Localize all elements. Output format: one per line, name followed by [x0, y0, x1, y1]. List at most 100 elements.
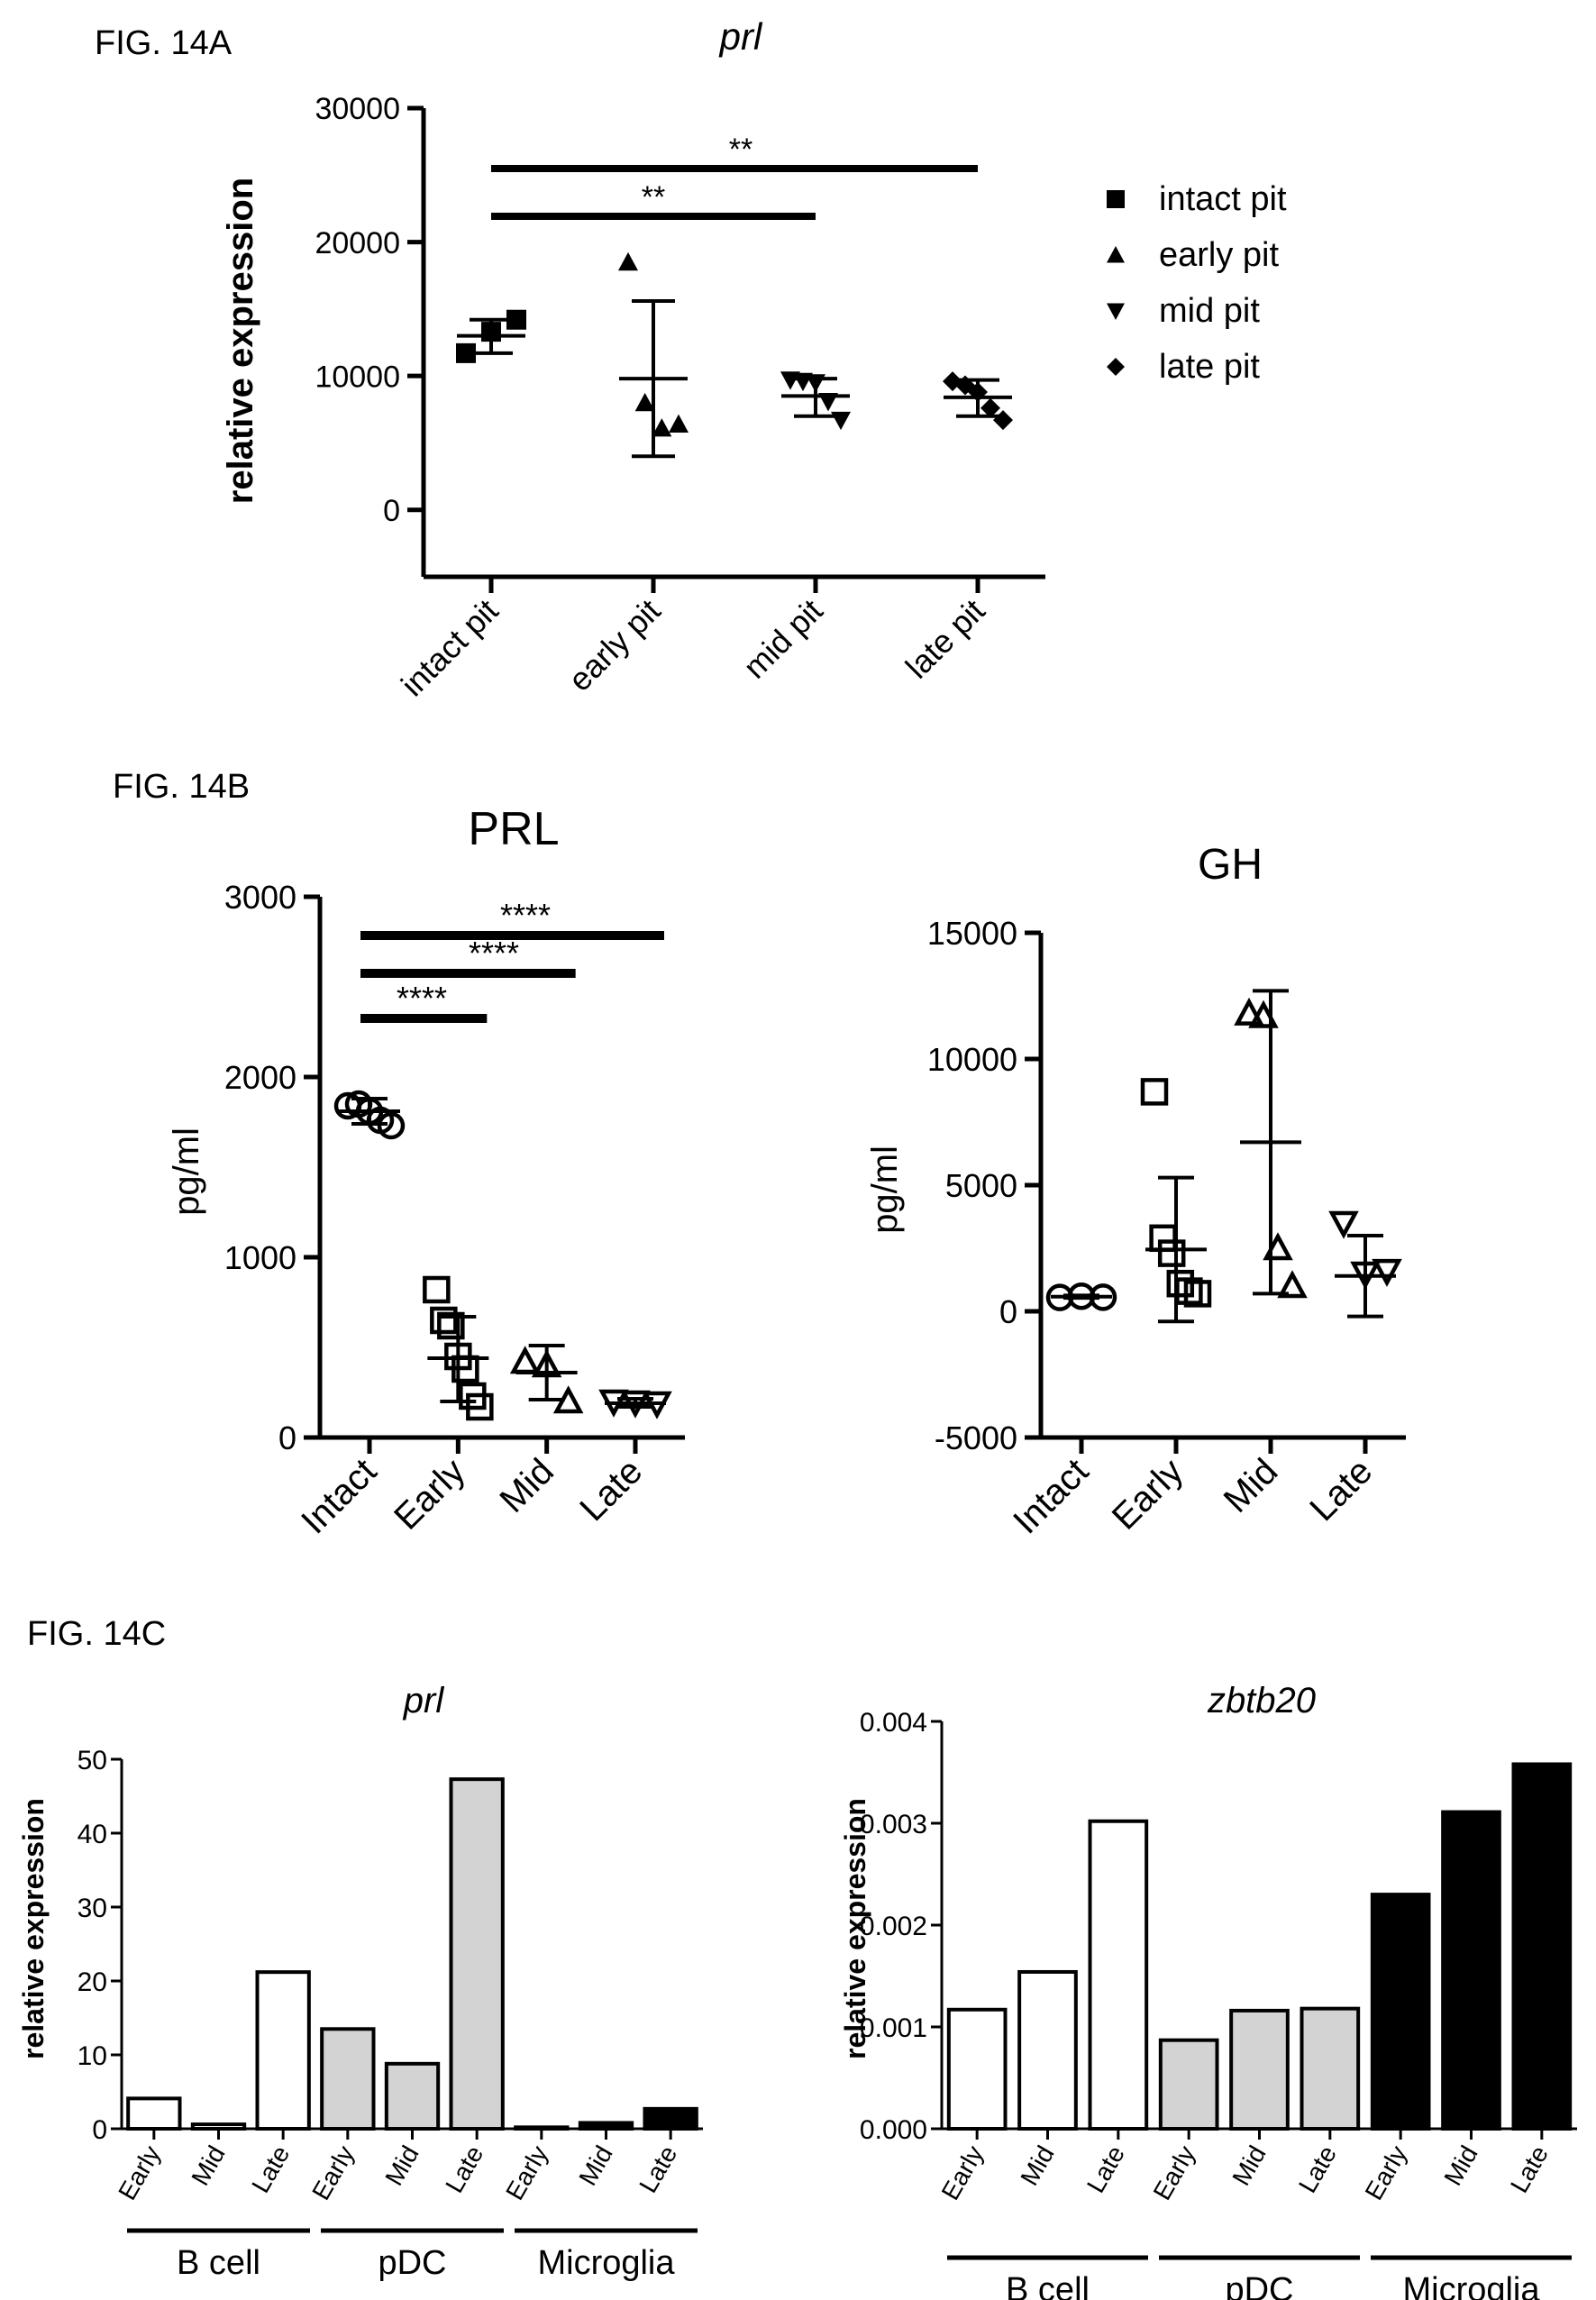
series-early [423, 1275, 494, 1421]
series-mid [1234, 989, 1308, 1299]
y-tick-label: 3000 [224, 879, 296, 916]
y-tick-label: 20 [78, 1967, 107, 1997]
data-point [618, 251, 638, 271]
data-point [634, 392, 655, 412]
x-tick-label: intact pit [394, 592, 506, 704]
series-late [598, 1389, 672, 1419]
data-point [506, 309, 526, 330]
chart-title: GH [1198, 841, 1263, 889]
x-tick-label: Late [246, 2141, 295, 2198]
bar [514, 2125, 570, 2131]
data-point [652, 418, 672, 437]
x-tick-label: early pit [561, 592, 668, 698]
x-tick-label: Early [500, 2141, 553, 2205]
chart-title: prl [403, 1681, 445, 1720]
x-tick-label: Late [572, 1451, 650, 1529]
y-tick-label: 0 [383, 494, 400, 528]
y-tick-label: 20000 [315, 226, 400, 260]
group-label: Microglia [1402, 2271, 1540, 2300]
y-axis-label: relative expression [221, 178, 260, 504]
y-axis-label: pg/ml [865, 1145, 905, 1234]
bar [190, 2122, 247, 2131]
chart-fig-14a: prl relative expression 0 10000 20000 30000… [221, 15, 1287, 703]
x-tick-label: Late [1302, 1451, 1380, 1529]
y-tick-label: 0.004 [860, 1708, 927, 1738]
chart-fig-14b-gh: GH pg/ml -5000 0 5000 10000 15000 Intact Early… [865, 841, 1406, 1542]
significance-label: **** [397, 980, 447, 1017]
chart-title: PRL [468, 803, 559, 855]
data-point [456, 342, 476, 363]
group-label: pDC [378, 2244, 446, 2282]
bar [126, 2096, 182, 2131]
group-label: pDC [1225, 2271, 1293, 2300]
series-early-pit [618, 251, 689, 459]
bar [1511, 1762, 1573, 2131]
y-tick-label: 0 [999, 1293, 1017, 1330]
legend-marker [1107, 303, 1125, 320]
x-tick-label: Intact [1006, 1451, 1096, 1541]
data-point [1149, 1224, 1177, 1253]
chart-fig-14c-zbtb20: zbtb20 relative expression 0.000 0.001 0.0… [839, 1681, 1577, 2300]
x-tick-label: Early [113, 2141, 166, 2205]
series-intact [333, 1090, 406, 1140]
legend-label: intact pit [1159, 180, 1287, 218]
series-mid-pit [780, 371, 851, 431]
y-tick-label: -5000 [935, 1419, 1017, 1456]
bar [384, 2061, 441, 2131]
x-tick-label: Mid [492, 1451, 561, 1520]
series-intact [1045, 1282, 1117, 1311]
bar [946, 2007, 1008, 2131]
x-tick-label: Mid [186, 2141, 230, 2191]
significance-label: ** [642, 180, 665, 214]
significance-label: **** [469, 935, 519, 972]
significance-label: **** [500, 897, 551, 934]
group-label: Microglia [537, 2244, 675, 2282]
x-tick-label: Early [387, 1451, 473, 1538]
data-point [1140, 1078, 1169, 1106]
x-tick-label: Late [1293, 2141, 1342, 2198]
data-point [980, 397, 1000, 418]
group-label: B cell [177, 2244, 260, 2282]
data-point [993, 410, 1013, 431]
data-point [1234, 997, 1264, 1026]
fig-14a-label: FIG. 14A [95, 24, 233, 62]
data-point [509, 1346, 541, 1374]
x-tick-label: Early [1148, 2141, 1201, 2205]
legend-label: mid pit [1159, 292, 1260, 330]
series-early [1140, 1078, 1212, 1324]
y-tick-label: 0 [278, 1419, 296, 1456]
y-tick-label: 0.002 [860, 1912, 927, 1941]
y-tick-label: 10000 [315, 360, 400, 394]
data-point [437, 1311, 465, 1340]
bar [1229, 2008, 1290, 2131]
y-axis-label: pg/ml [167, 1127, 206, 1216]
legend-marker [1107, 190, 1125, 208]
chart-fig-14c-prl: prl relative expression 0 10 20 30 40 50 Early… [17, 1681, 703, 2282]
y-tick-label: 1000 [224, 1239, 296, 1276]
y-tick-label: 0 [92, 2115, 107, 2145]
x-tick-label: Early [306, 2141, 360, 2205]
x-tick-label: Mid [1015, 2141, 1059, 2191]
x-tick-label: Early [936, 2141, 990, 2205]
bar [1370, 1893, 1431, 2131]
fig-14b-label: FIG. 14B [113, 768, 250, 806]
y-tick-label: 50 [78, 1746, 107, 1775]
x-tick-label: Late [1505, 2141, 1554, 2198]
bar [449, 1777, 505, 2131]
x-tick-label: Late [634, 2141, 682, 2198]
y-tick-label: 0.001 [860, 2013, 927, 2043]
y-axis-label: relative expression [17, 1798, 50, 2059]
data-point [1157, 1239, 1186, 1267]
y-tick-label: 30 [78, 1894, 107, 1923]
x-tick-label: mid pit [736, 592, 830, 686]
bar [1441, 1810, 1501, 2131]
y-tick-label: 30000 [315, 92, 400, 126]
bar [1017, 1969, 1078, 2131]
legend-marker [1107, 358, 1125, 376]
bar [320, 2027, 376, 2131]
x-tick-label: Mid [379, 2141, 424, 2191]
x-tick-label: Mid [573, 2141, 617, 2191]
significance-label: ** [729, 132, 752, 167]
bar [1300, 2006, 1361, 2131]
